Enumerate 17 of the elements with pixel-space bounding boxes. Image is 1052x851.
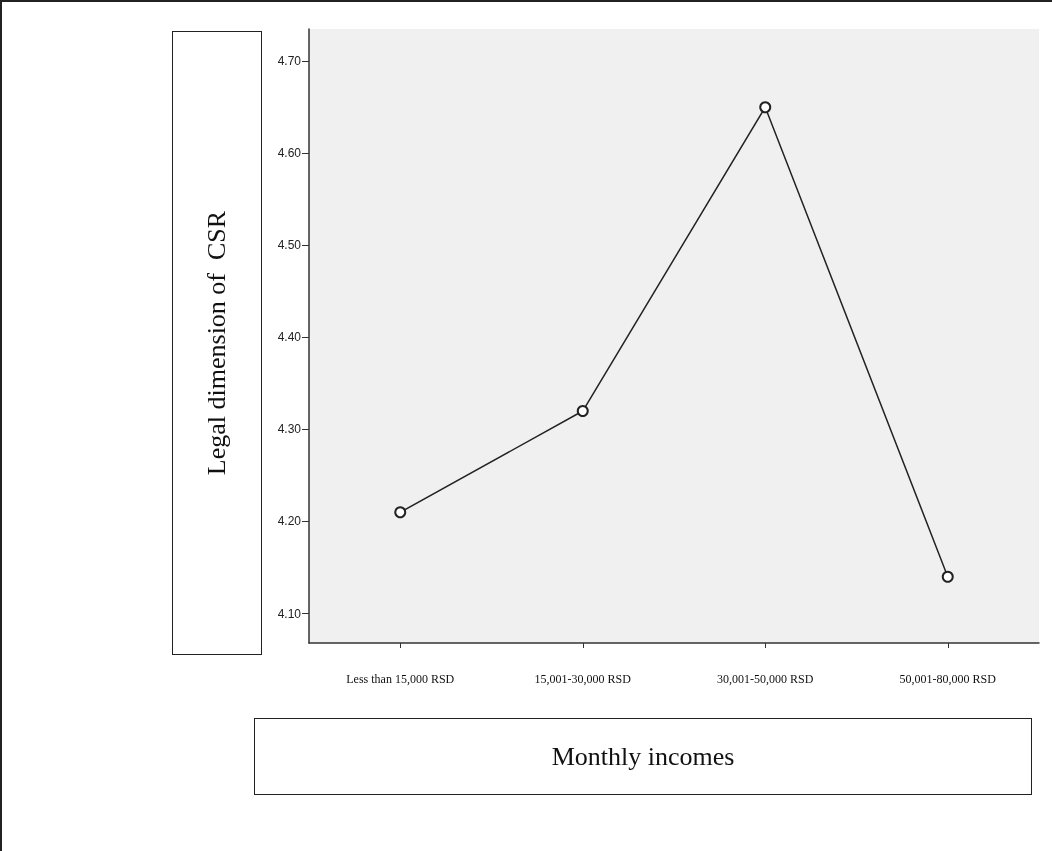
x-axis-title: Monthly incomes	[254, 718, 1032, 795]
x-tick-label: Less than 15,000 RSD	[346, 672, 455, 686]
y-tick-label: 4.10	[277, 606, 302, 621]
y-tick-label: 4.70	[277, 54, 302, 69]
point	[941, 570, 954, 583]
y-tick-label: 4.30	[277, 422, 302, 437]
y-axis-title: Legal dimension of CSR	[202, 210, 232, 476]
x-tick-label: 50,001-80,000 RSD	[899, 672, 997, 686]
point	[394, 506, 407, 519]
y-tick-label: 4.50	[277, 238, 302, 253]
x-tick-label: 15,001-30,000 RSD	[534, 672, 632, 686]
y-tick-label: 4.40	[277, 330, 302, 345]
y-tick-label: 4.60	[277, 146, 302, 161]
point	[576, 405, 589, 418]
point	[759, 101, 772, 114]
x-tick-label: 30,001-50,000 RSD	[717, 672, 814, 686]
y-tick-label: 4.20	[277, 514, 302, 529]
